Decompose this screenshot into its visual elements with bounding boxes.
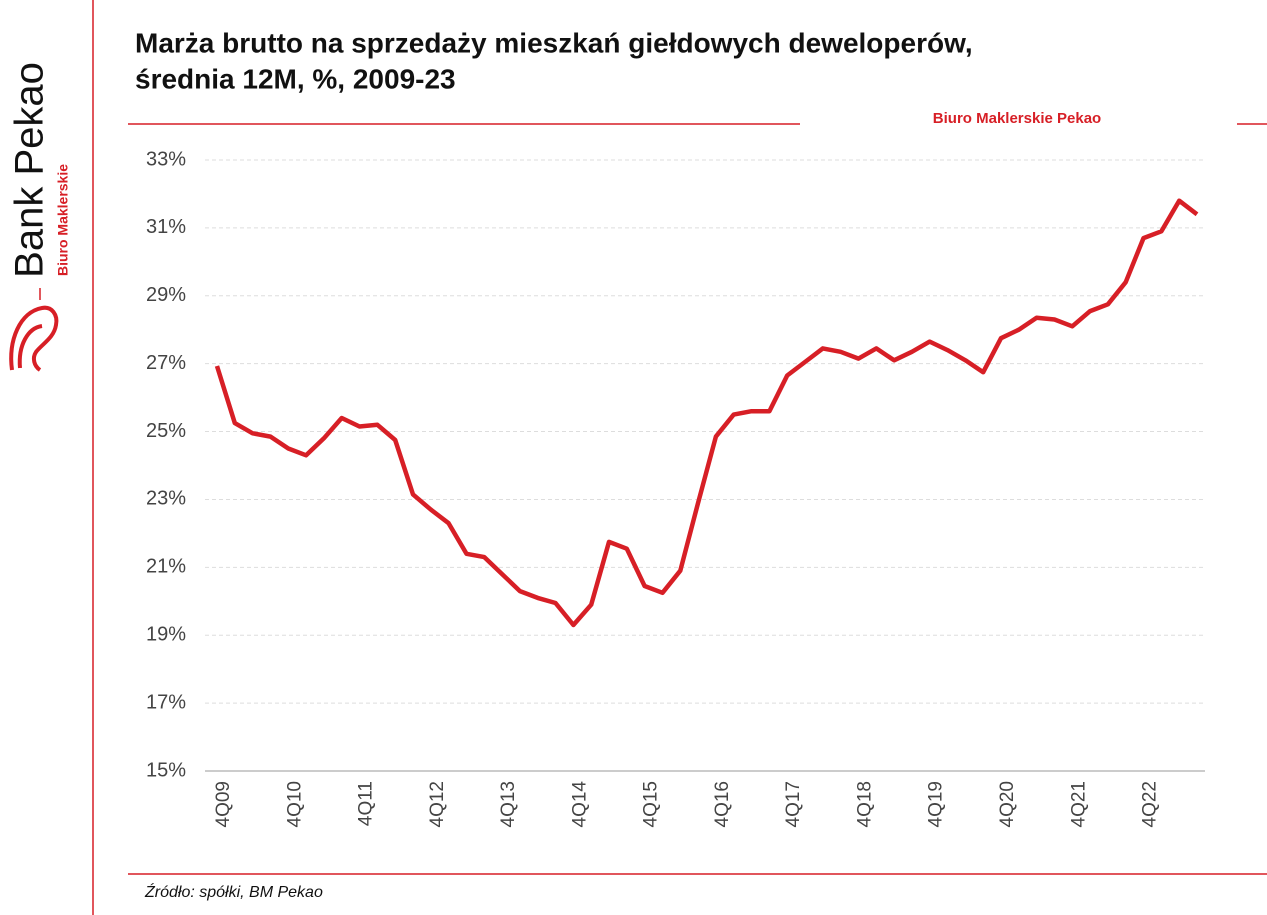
y-tick-label: 23% — [146, 488, 186, 510]
x-tick-label: 4Q17 — [783, 781, 804, 827]
publisher: Biuro Maklerskie Pekao — [933, 110, 1101, 127]
x-tick-label: 4Q15 — [641, 781, 662, 827]
y-tick-label: 31% — [146, 216, 186, 238]
brand-logo — [9, 305, 59, 372]
y-tick-label: 33% — [146, 148, 186, 170]
y-tick-label: 19% — [146, 624, 186, 646]
brand-sub: Biuro Maklerskie — [55, 164, 71, 276]
x-tick-label: 4Q19 — [926, 781, 947, 827]
brand-name: Bank Pekao — [8, 62, 52, 278]
y-tick-label: 27% — [146, 352, 186, 374]
x-tick-label: 4Q11 — [356, 781, 377, 826]
x-tick-label: 4Q20 — [997, 781, 1018, 827]
x-tick-label: 4Q16 — [712, 781, 733, 827]
x-tick-label: 4Q14 — [569, 781, 590, 828]
chart-title: Marża brutto na sprzedaży mieszkań giełd… — [135, 27, 973, 58]
x-tick-label: 4Q13 — [498, 781, 519, 827]
chart-title: średnia 12M, %, 2009-23 — [135, 63, 456, 94]
y-tick-label: 17% — [146, 691, 186, 713]
y-tick-label: 15% — [146, 759, 186, 781]
y-tick-label: 25% — [146, 420, 186, 442]
source: Źródło: spółki, BM Pekao — [144, 882, 323, 901]
y-tick-label: 21% — [146, 556, 186, 578]
x-tick-label: 4Q12 — [427, 781, 448, 827]
y-tick-label: 29% — [146, 284, 186, 306]
x-tick-label: 4Q10 — [284, 781, 305, 827]
plot: 15% 17% 19% 21% 23% 25% 27% 29% 31% 33% 4Q09 4Q10 4Q… — [146, 148, 1205, 827]
x-tick-label: 4Q22 — [1140, 781, 1161, 827]
x-tick-label: 4Q09 — [213, 781, 234, 827]
line — [214, 198, 1199, 628]
x-tick-label: 4Q21 — [1068, 781, 1089, 827]
x-tick-label: 4Q18 — [854, 781, 875, 827]
